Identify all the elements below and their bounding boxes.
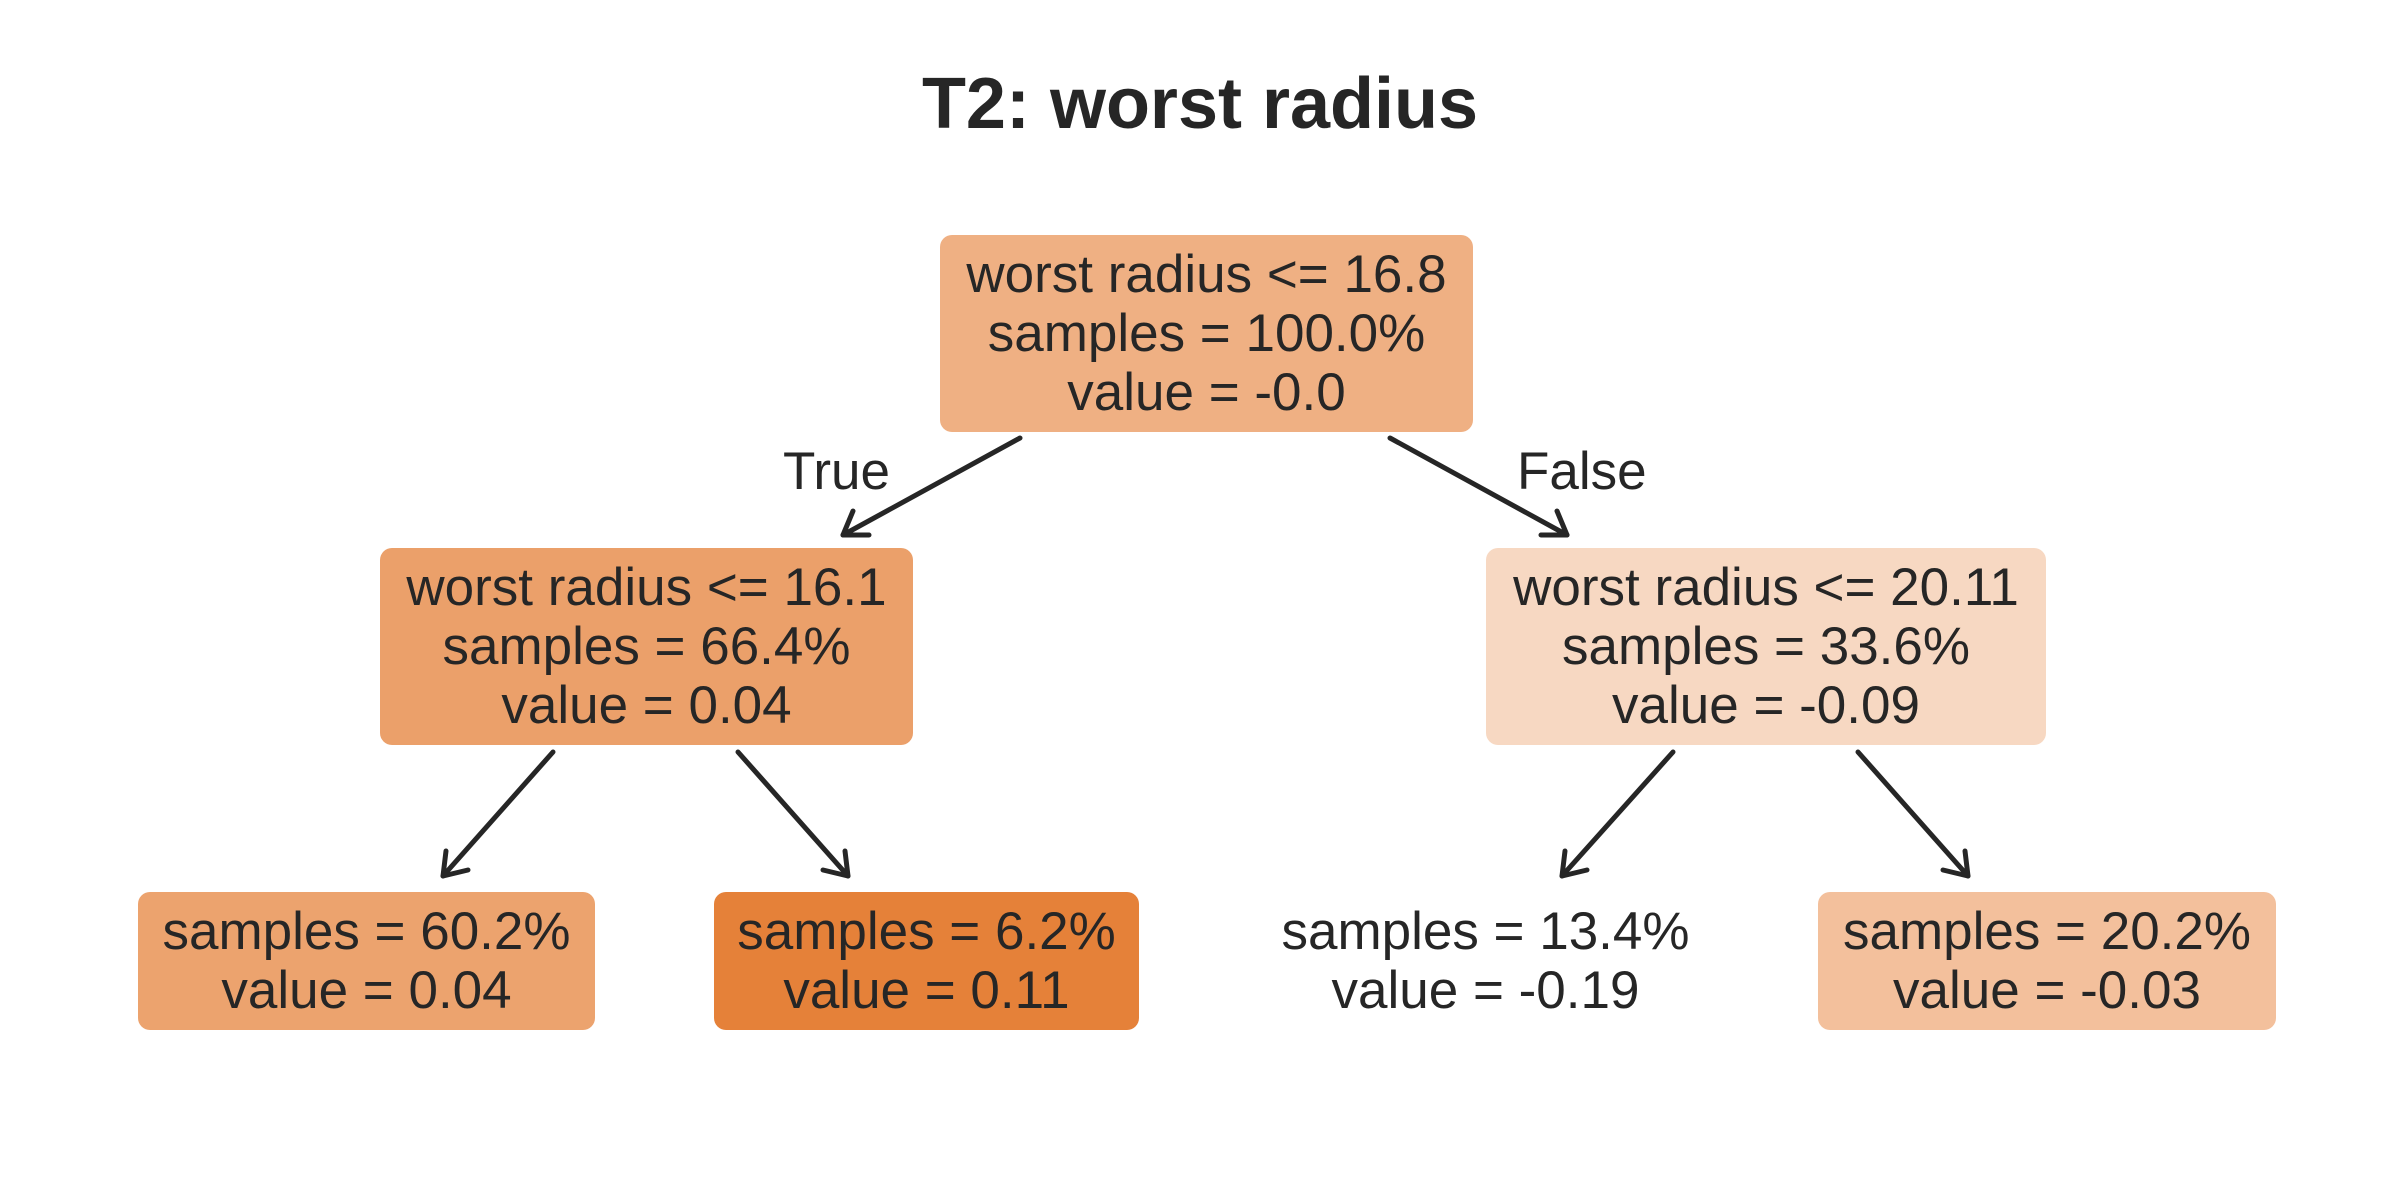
edge-left-leaf-lr — [735, 749, 851, 879]
edge-root-right-arrowhead — [1538, 508, 1570, 538]
node-value: value = -0.09 — [1612, 676, 1920, 735]
edge-root-left — [840, 435, 1023, 538]
node-samples: samples = 6.2% — [737, 902, 1116, 961]
node-value: value = -0.0 — [1067, 363, 1346, 422]
edge-left-leaf-ll — [440, 749, 556, 879]
diagram-title: T2: worst radius — [921, 64, 1479, 144]
edge-left-leaf-lr-arrowhead — [820, 848, 851, 879]
node-samples: samples = 66.4% — [442, 617, 851, 676]
tree-leaf-left-right: samples = 6.2% value = 0.11 — [714, 892, 1139, 1030]
edge-root-left-arrowhead — [840, 508, 872, 538]
node-value: value = 0.04 — [501, 676, 792, 735]
node-value: value = -0.03 — [1893, 961, 2201, 1020]
edge-right-leaf-rl-arrowhead — [1559, 848, 1590, 879]
edge-label-true: True — [783, 442, 891, 501]
tree-node-left: worst radius <= 16.1 samples = 66.4% val… — [380, 548, 913, 745]
node-samples: samples = 60.2% — [162, 902, 571, 961]
node-samples: samples = 13.4% — [1281, 902, 1690, 961]
edge-right-leaf-rr — [1855, 749, 1971, 879]
node-samples: samples = 100.0% — [987, 304, 1426, 363]
edge-left-leaf-ll-arrowhead — [440, 848, 471, 879]
node-split-condition: worst radius <= 16.1 — [406, 558, 887, 617]
node-value: value = 0.04 — [221, 961, 512, 1020]
tree-leaf-left-left: samples = 60.2% value = 0.04 — [138, 892, 595, 1030]
edge-root-right — [1387, 435, 1570, 538]
node-split-condition: worst radius <= 16.8 — [966, 245, 1447, 304]
node-samples: samples = 33.6% — [1561, 617, 1971, 676]
tree-leaf-right-right: samples = 20.2% value = -0.03 — [1818, 892, 2276, 1030]
edge-right-leaf-rr-arrowhead — [1940, 848, 1971, 879]
tree-node-right: worst radius <= 20.11 samples = 33.6% va… — [1486, 548, 2046, 745]
node-value: value = 0.11 — [783, 961, 1070, 1020]
edge-label-false: False — [1517, 442, 1647, 501]
tree-node-root: worst radius <= 16.8 samples = 100.0% va… — [940, 235, 1473, 432]
tree-leaf-right-left: samples = 13.4% value = -0.19 — [1255, 892, 1716, 1030]
node-split-condition: worst radius <= 20.11 — [1513, 558, 2019, 617]
edge-right-leaf-rl — [1559, 749, 1676, 879]
node-value: value = -0.19 — [1331, 961, 1640, 1020]
node-samples: samples = 20.2% — [1842, 902, 2252, 961]
